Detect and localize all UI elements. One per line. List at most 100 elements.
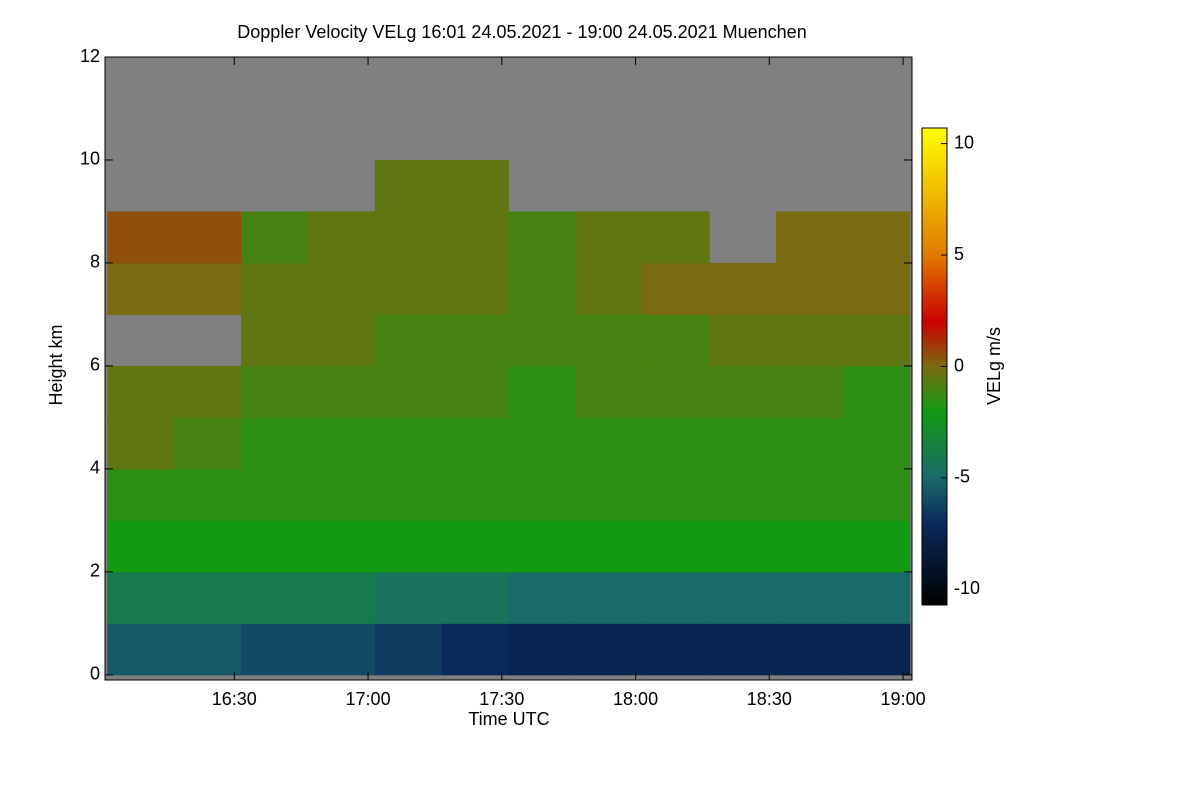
y-tick-label: 4 bbox=[90, 458, 100, 478]
colorbar-tick-label: -10 bbox=[954, 578, 980, 598]
heatmap-cell bbox=[642, 262, 710, 315]
heatmap-cell bbox=[107, 262, 175, 315]
heatmap-cell bbox=[508, 623, 576, 676]
heatmap-cell bbox=[240, 468, 309, 521]
heatmap-cell bbox=[508, 262, 576, 315]
heatmap-cell bbox=[307, 314, 376, 367]
heatmap-cell bbox=[307, 571, 376, 624]
x-tick-label: 18:30 bbox=[747, 689, 792, 709]
heatmap-cell bbox=[508, 314, 576, 367]
heatmap-cell bbox=[441, 211, 509, 264]
heatmap-cell bbox=[240, 314, 309, 367]
heatmap-cell bbox=[441, 365, 509, 418]
heatmap-cell bbox=[575, 571, 643, 624]
heatmap-cell bbox=[508, 211, 576, 264]
heatmap-cell bbox=[709, 314, 777, 367]
heatmap-cell bbox=[307, 468, 376, 521]
heatmap-cell bbox=[240, 417, 309, 470]
heatmap-cell bbox=[575, 262, 643, 315]
heatmap-cell bbox=[842, 468, 911, 521]
heatmap-cell bbox=[307, 211, 376, 264]
heatmap-cell bbox=[575, 623, 643, 676]
heatmap-cell bbox=[842, 623, 911, 676]
heatmap-cell bbox=[107, 468, 175, 521]
heatmap-cell bbox=[374, 211, 443, 264]
heatmap-cell bbox=[441, 417, 509, 470]
heatmap-cell bbox=[709, 365, 777, 418]
colorbar-tick-label: -5 bbox=[954, 467, 970, 487]
y-tick-label: 6 bbox=[90, 355, 100, 375]
heatmap-cell bbox=[842, 365, 911, 418]
x-tick-label: 19:00 bbox=[881, 689, 926, 709]
heatmap-cell bbox=[842, 571, 911, 624]
x-tick-label: 16:30 bbox=[212, 689, 257, 709]
heatmap-cell bbox=[508, 468, 576, 521]
x-tick-label: 17:00 bbox=[346, 689, 391, 709]
heatmap-cell bbox=[240, 520, 309, 573]
heatmap-cell bbox=[174, 211, 242, 264]
heatmap-cell bbox=[709, 417, 777, 470]
heatmap-cell bbox=[709, 520, 777, 573]
x-tick-label: 17:30 bbox=[479, 689, 524, 709]
heatmap-cell bbox=[174, 520, 242, 573]
y-tick-label: 8 bbox=[90, 252, 100, 272]
heatmap-cell bbox=[374, 365, 443, 418]
heatmap-cell bbox=[776, 314, 844, 367]
heatmap-cell bbox=[107, 365, 175, 418]
heatmap-cell bbox=[374, 314, 443, 367]
heatmap-cell bbox=[575, 211, 643, 264]
heatmap-cell bbox=[842, 211, 911, 264]
heatmap-cell bbox=[575, 314, 643, 367]
heatmap-cell bbox=[107, 623, 175, 676]
heatmap-cell bbox=[842, 520, 911, 573]
heatmap-cell bbox=[107, 417, 175, 470]
heatmap-cell bbox=[174, 262, 242, 315]
heatmap-cell bbox=[240, 571, 309, 624]
heatmap-cell bbox=[441, 571, 509, 624]
heatmap-cell bbox=[441, 520, 509, 573]
heatmap-cell bbox=[374, 571, 443, 624]
heatmap-cell bbox=[374, 623, 443, 676]
heatmap-cell bbox=[107, 571, 175, 624]
colorbar-tick-label: 5 bbox=[954, 244, 964, 264]
heatmap-cell bbox=[709, 571, 777, 624]
y-tick-label: 12 bbox=[80, 46, 100, 66]
heatmap-cell bbox=[307, 365, 376, 418]
heatmap-cell bbox=[441, 314, 509, 367]
heatmap-cell bbox=[240, 365, 309, 418]
plot-frame bbox=[104, 56, 913, 681]
heatmap-cell bbox=[174, 571, 242, 624]
heatmap-cell bbox=[642, 571, 710, 624]
heatmap-cell bbox=[107, 520, 175, 573]
heatmap-cell bbox=[842, 417, 911, 470]
heatmap-cell bbox=[508, 417, 576, 470]
heatmap-cell bbox=[642, 468, 710, 521]
y-tick-label: 0 bbox=[90, 664, 100, 684]
heatmap-cell bbox=[575, 520, 643, 573]
heatmap-cell bbox=[575, 365, 643, 418]
heatmap-cell bbox=[642, 623, 710, 676]
heatmap-cell bbox=[307, 262, 376, 315]
colorbar-tick-label: 10 bbox=[954, 132, 974, 152]
heatmap-cell bbox=[575, 468, 643, 521]
y-axis-label: Height km bbox=[46, 324, 66, 405]
heatmap-cell bbox=[508, 520, 576, 573]
heatmap-cell bbox=[441, 159, 509, 212]
heatmap-cell bbox=[307, 417, 376, 470]
heatmap-cell bbox=[709, 623, 777, 676]
y-tick-label: 10 bbox=[80, 149, 100, 169]
heatmap-cell bbox=[642, 211, 710, 264]
x-tick-label: 18:00 bbox=[613, 689, 658, 709]
heatmap-cell bbox=[842, 262, 911, 315]
heatmap-cell bbox=[374, 159, 443, 212]
heatmap-cell bbox=[776, 262, 844, 315]
heatmap-cell bbox=[776, 520, 844, 573]
x-axis-label: Time UTC bbox=[468, 709, 549, 729]
heatmap-cell bbox=[776, 365, 844, 418]
heatmap-cell bbox=[642, 417, 710, 470]
heatmap-cell bbox=[709, 262, 777, 315]
heatmap-cell bbox=[374, 262, 443, 315]
heatmap-cell bbox=[642, 314, 710, 367]
heatmap-cell bbox=[441, 468, 509, 521]
heatmap-cell bbox=[374, 417, 443, 470]
